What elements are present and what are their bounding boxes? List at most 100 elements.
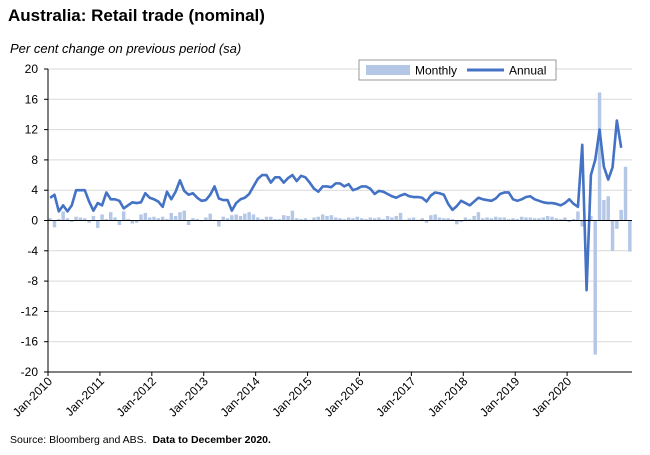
monthly-bar: [117, 220, 122, 226]
monthly-bar: [623, 166, 628, 221]
monthly-bar: [83, 218, 87, 221]
monthly-bar: [541, 217, 546, 221]
monthly-bar: [208, 213, 212, 221]
monthly-bar: [368, 217, 373, 221]
monthly-bar: [398, 212, 403, 221]
monthly-bar: [606, 196, 610, 221]
monthly-bar: [563, 217, 567, 221]
x-tick-label: Jan-2018: [425, 374, 471, 420]
monthly-bar: [519, 216, 524, 221]
monthly-bar: [468, 218, 472, 221]
monthly-bar: [333, 217, 338, 221]
monthly-bar: [195, 218, 199, 221]
monthly-bar: [420, 218, 424, 221]
monthly-bar: [442, 218, 446, 221]
legend-monthly-label: Monthly: [415, 64, 457, 78]
monthly-bar: [61, 211, 65, 221]
monthly-bar: [139, 214, 143, 221]
monthly-bar: [295, 218, 299, 221]
monthly-bar: [286, 215, 290, 221]
y-tick-label: -16: [21, 335, 39, 349]
monthly-bar: [346, 217, 351, 221]
monthly-bar: [48, 218, 52, 221]
monthly-bar: [290, 210, 295, 221]
monthly-bar: [532, 218, 537, 221]
monthly-bar: [372, 218, 377, 221]
monthly-bar: [52, 220, 57, 228]
x-tick-label: Jan-2016: [321, 374, 367, 420]
monthly-bar: [156, 218, 161, 221]
monthly-bar: [165, 218, 169, 221]
monthly-bar: [567, 220, 572, 223]
annual-line: [49, 119, 623, 292]
monthly-bar: [602, 200, 606, 221]
monthly-bar: [506, 218, 511, 221]
monthly-bar: [511, 218, 515, 221]
monthly-bar: [87, 220, 91, 223]
monthly-bar: [463, 217, 468, 221]
monthly-bar: [554, 218, 559, 221]
monthly-bar: [78, 217, 83, 221]
monthly-bar: [576, 211, 580, 221]
monthly-bar: [377, 217, 381, 221]
monthly-bar: [264, 216, 269, 221]
monthly-bar: [558, 218, 563, 221]
monthly-bar: [433, 214, 437, 221]
monthly-bar: [256, 217, 260, 221]
monthly-bar: [610, 220, 615, 251]
monthly-bar: [407, 218, 411, 221]
data-date-note: Data to December 2020.: [152, 434, 271, 446]
monthly-bar: [234, 214, 238, 221]
monthly-bar: [316, 216, 321, 221]
annual-series-line: [49, 119, 623, 292]
chart-subtitle: Per cent change on previous period (sa): [10, 41, 242, 56]
y-tick-label: 8: [31, 153, 38, 167]
monthly-bar: [273, 218, 277, 221]
monthly-bar: [329, 215, 334, 221]
monthly-bar: [160, 216, 165, 221]
x-tick-label: Jan-2012: [114, 374, 160, 420]
monthly-bar: [502, 217, 507, 221]
monthly-bar: [580, 220, 584, 227]
x-tick-label: Jan-2010: [10, 374, 56, 420]
y-tick-label: 16: [25, 92, 39, 106]
legend-annual-label: Annual: [509, 64, 546, 78]
monthly-bar: [589, 215, 593, 221]
monthly-bar: [251, 214, 256, 221]
monthly-bar: [628, 220, 632, 252]
monthly-bar: [338, 218, 342, 221]
monthly-bar: [178, 212, 182, 221]
x-tick-label: Jan-2017: [373, 374, 419, 420]
monthly-bar: [381, 218, 385, 221]
legend-monthly-swatch: [366, 65, 410, 75]
y-tick-label: 0: [31, 214, 38, 228]
monthly-bar: [57, 218, 61, 221]
monthly-bar: [485, 217, 489, 221]
monthly-bar: [230, 215, 234, 221]
chart-title: Australia: Retail trade (nominal): [8, 6, 265, 25]
monthly-bar: [619, 209, 623, 221]
monthly-bar: [437, 217, 442, 221]
monthly-bar: [615, 220, 619, 229]
monthly-bar: [312, 217, 316, 221]
monthly-bar: [134, 220, 139, 223]
monthly-bar: [489, 218, 494, 221]
monthly-bar: [597, 92, 602, 221]
monthly-bar: [113, 217, 117, 221]
monthly-bar: [277, 218, 282, 221]
x-tick-label: Jan-2020: [529, 374, 575, 420]
monthly-bar: [545, 215, 550, 221]
monthly-bar: [390, 217, 394, 221]
monthly-bar: [169, 212, 174, 221]
monthly-bar: [247, 212, 251, 221]
monthly-bar: [65, 218, 70, 221]
monthly-bar: [355, 216, 360, 221]
chart-legend: Monthly Annual: [358, 59, 557, 81]
monthly-bar: [455, 220, 459, 225]
x-tick-label: Jan-2011: [62, 374, 107, 419]
monthly-bar: [515, 218, 520, 221]
y-tick-labels: 20 16 12 8 4 0 -4 -8 -12 -16 -20: [21, 62, 39, 379]
monthly-bar: [450, 218, 455, 221]
monthly-bar: [225, 218, 230, 221]
